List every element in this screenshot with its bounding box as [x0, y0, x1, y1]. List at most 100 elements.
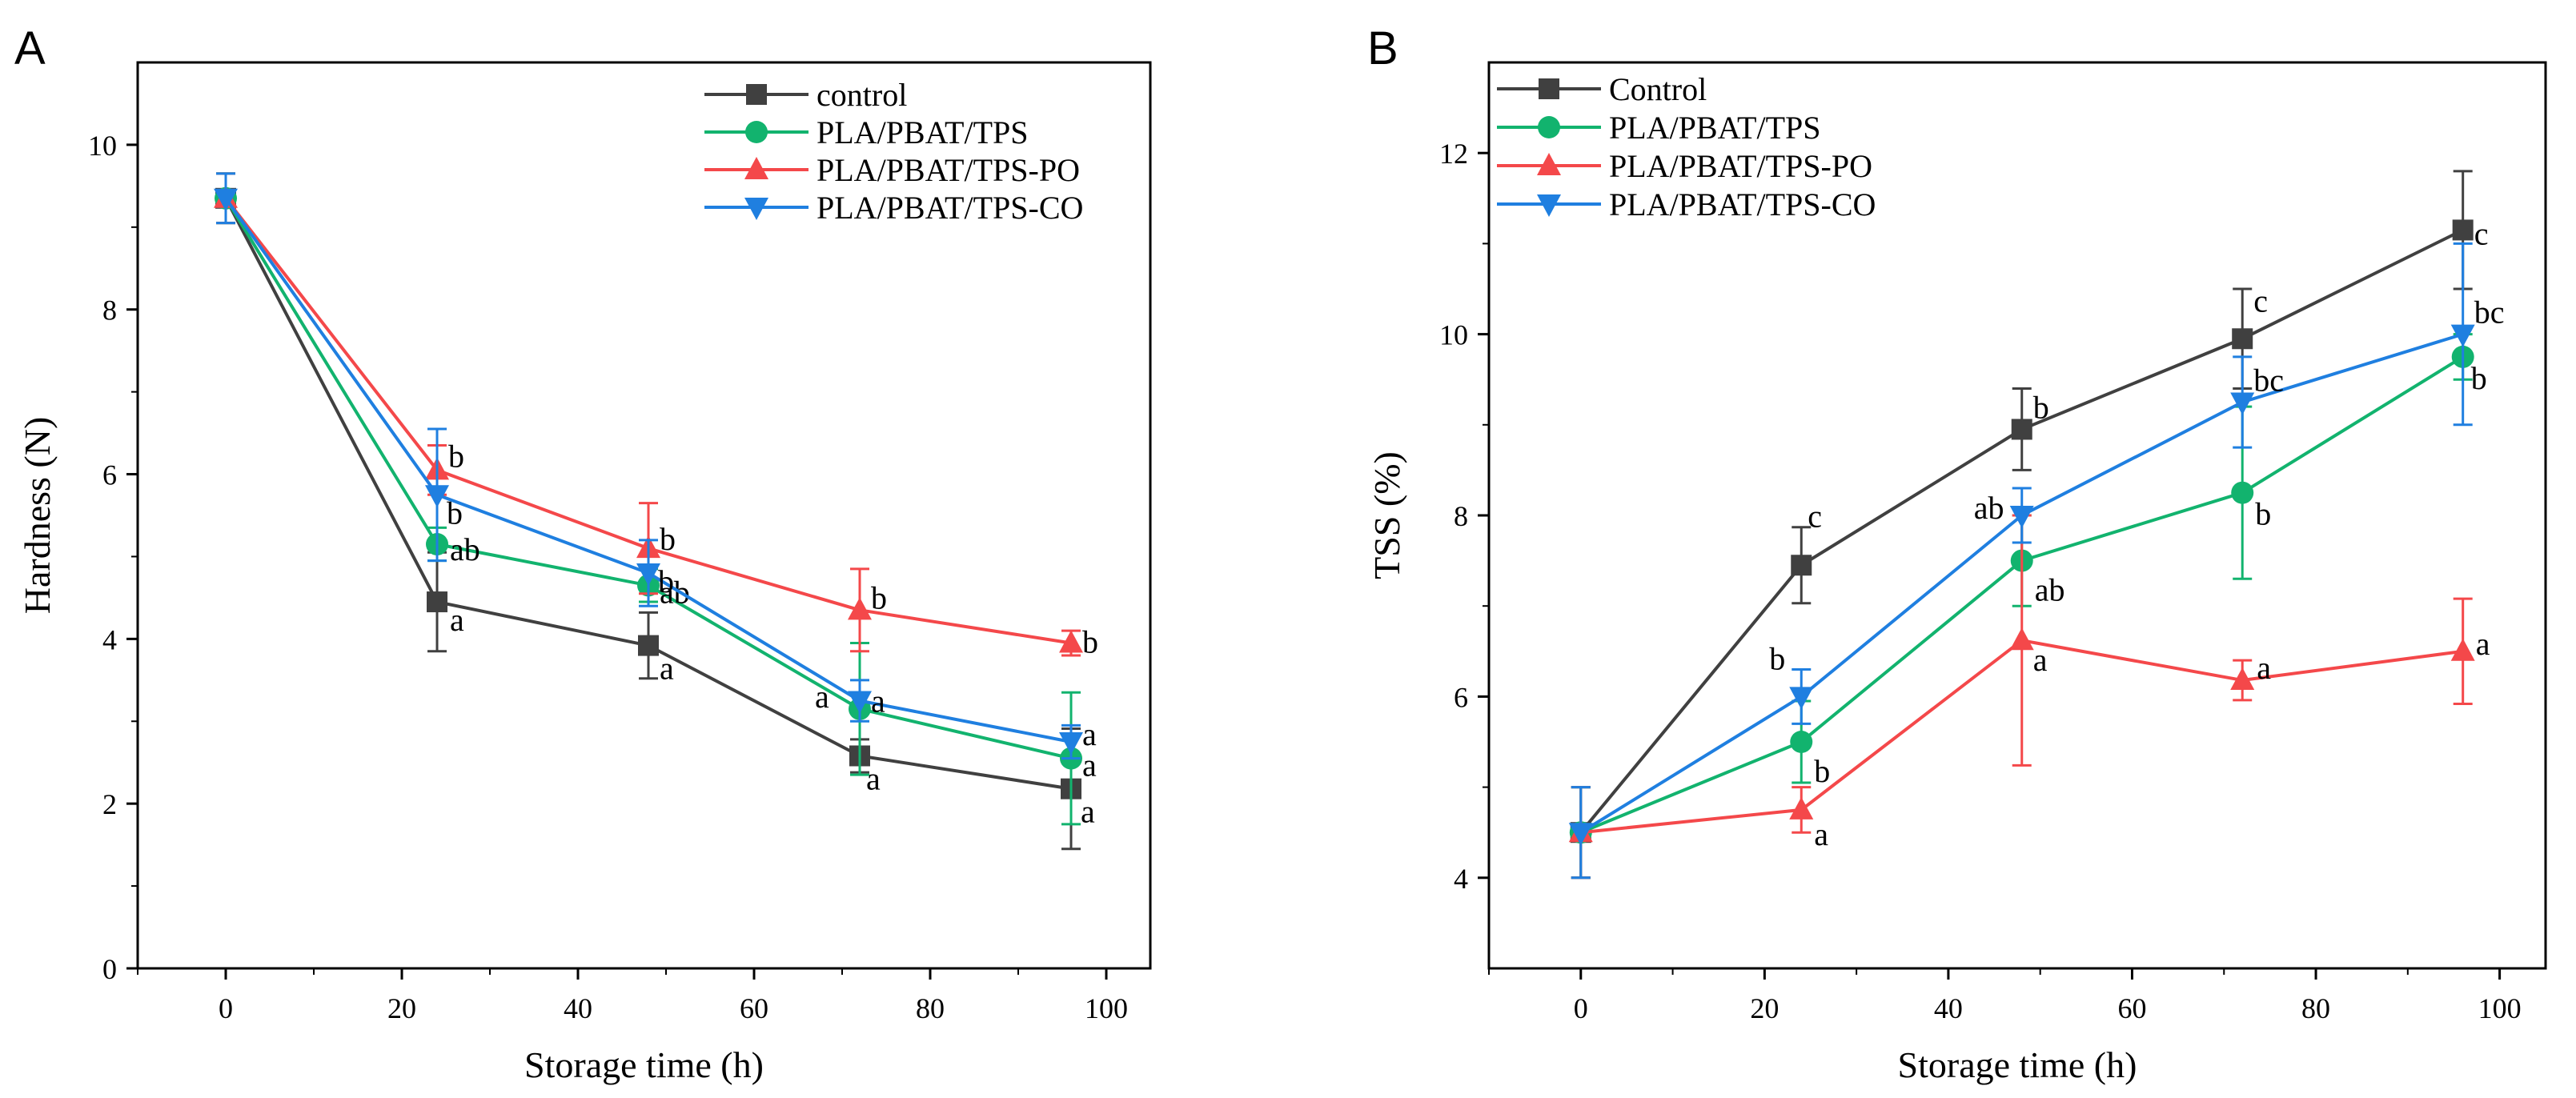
- legend-marker: [1538, 116, 1560, 138]
- y-axis-title: TSS (%): [1366, 451, 1407, 579]
- y-tick-label: 6: [102, 459, 117, 491]
- significance-label: a: [2257, 650, 2271, 686]
- x-tick-label: 60: [2117, 992, 2146, 1024]
- y-tick-label: 10: [88, 130, 117, 162]
- x-tick-label: 100: [1085, 992, 1128, 1024]
- legend-label: PLA/PBAT/TPS-CO: [817, 190, 1083, 226]
- significance-label: c: [2253, 283, 2268, 319]
- significance-label: c: [1808, 498, 1822, 534]
- x-tick-label: 0: [219, 992, 233, 1024]
- legend-label: Control: [1609, 71, 1707, 107]
- x-tick-label: 100: [2478, 992, 2522, 1024]
- data-point: [636, 563, 660, 587]
- x-tick-label: 80: [916, 992, 945, 1024]
- data-point: [2009, 627, 2034, 651]
- significance-label: a: [660, 651, 674, 687]
- x-tick-label: 60: [740, 992, 768, 1024]
- significance-label: b: [448, 438, 464, 474]
- significance-label: a: [871, 683, 885, 719]
- x-tick-label: 20: [387, 992, 416, 1024]
- significance-label: b: [2471, 360, 2487, 396]
- significance-label: a: [2476, 626, 2490, 662]
- significance-label: b: [447, 495, 463, 531]
- data-point: [1789, 687, 1814, 710]
- legend-marker: [744, 157, 768, 179]
- legend-marker: [1539, 78, 1559, 99]
- data-point: [425, 485, 449, 508]
- y-axis-title: Hardness (N): [17, 417, 58, 615]
- significance-label: bc: [2253, 363, 2284, 399]
- data-point: [2231, 481, 2254, 504]
- data-point: [214, 188, 238, 211]
- data-point: [1568, 823, 1593, 846]
- y-tick-label: 0: [102, 953, 117, 985]
- significance-label: a: [2033, 642, 2048, 678]
- significance-label: a: [450, 602, 464, 638]
- significance-label: b: [2255, 496, 2271, 532]
- legend: ControlPLA/PBAT/TPSPLA/PBAT/TPS-POPLA/PB…: [1497, 71, 1876, 222]
- series-pla-pbat-tps-po: a a a a: [1568, 514, 2490, 880]
- legend-marker: [745, 121, 768, 143]
- legend-marker: [746, 84, 767, 105]
- data-point: [848, 597, 872, 620]
- significance-label: a: [1081, 794, 1095, 830]
- significance-label: a: [1082, 716, 1097, 752]
- panel-a-hardness-chart: A 0 20 40 60 80 100 0 2 4 6 8 10 Storage time (h) Hard…: [14, 22, 1152, 1085]
- legend-marker: [744, 198, 768, 220]
- data-point: [2450, 638, 2475, 661]
- significance-label: a: [1814, 816, 1828, 852]
- data-point: [638, 635, 659, 656]
- data-point: [1059, 732, 1083, 755]
- legend-marker: [1537, 194, 1561, 217]
- x-axis-title: Storage time (h): [524, 1044, 764, 1085]
- significance-label: a: [1082, 747, 1097, 783]
- data-point: [2011, 419, 2032, 440]
- legend-label: PLA/PBAT/TPS: [1609, 110, 1821, 146]
- x-tick-label: 40: [1934, 992, 1963, 1024]
- data-point: [1059, 630, 1083, 653]
- legend-label: PLA/PBAT/TPS-PO: [817, 152, 1080, 188]
- significance-label: c: [2474, 215, 2489, 251]
- panel-letter: B: [1367, 22, 1398, 74]
- legend-label: PLA/PBAT/TPS-PO: [1609, 148, 1872, 184]
- significance-label: b: [658, 563, 674, 599]
- legend: controlPLA/PBAT/TPSPLA/PBAT/TPS-POPLA/PB…: [704, 77, 1083, 226]
- y-tick-label: 4: [1454, 863, 1468, 895]
- data-point: [1791, 555, 1812, 576]
- data-point: [2009, 506, 2034, 528]
- legend-label: control: [817, 77, 907, 113]
- data-point: [1789, 796, 1814, 819]
- x-tick-label: 20: [1750, 992, 1779, 1024]
- y-tick-label: 2: [102, 788, 117, 820]
- significance-label: b: [660, 521, 676, 557]
- significance-label: b: [871, 579, 887, 615]
- y-tick-label: 6: [1454, 681, 1468, 713]
- data-point: [427, 591, 447, 613]
- data-point: [2232, 328, 2253, 350]
- data-point: [1790, 731, 1813, 753]
- data-point: [2450, 324, 2475, 347]
- significance-label: b: [2033, 389, 2049, 425]
- series-line: [224, 197, 1072, 791]
- y-tick-label: 8: [102, 295, 117, 327]
- significance-label: b: [1769, 640, 1785, 676]
- x-tick-label: 0: [1574, 992, 1588, 1024]
- panel-letter: A: [14, 22, 46, 74]
- x-axis-title: Storage time (h): [1898, 1044, 2137, 1085]
- data-point: [2452, 219, 2474, 241]
- significance-label: ab: [660, 574, 690, 610]
- x-tick-label: 80: [2301, 992, 2330, 1024]
- y-tick-label: 4: [102, 623, 117, 655]
- legend-marker: [1537, 153, 1561, 175]
- y-tick-label: 10: [1439, 319, 1468, 351]
- y-tick-label: 8: [1454, 500, 1468, 532]
- significance-label: b: [1814, 753, 1830, 789]
- significance-label: ab: [1974, 490, 2004, 526]
